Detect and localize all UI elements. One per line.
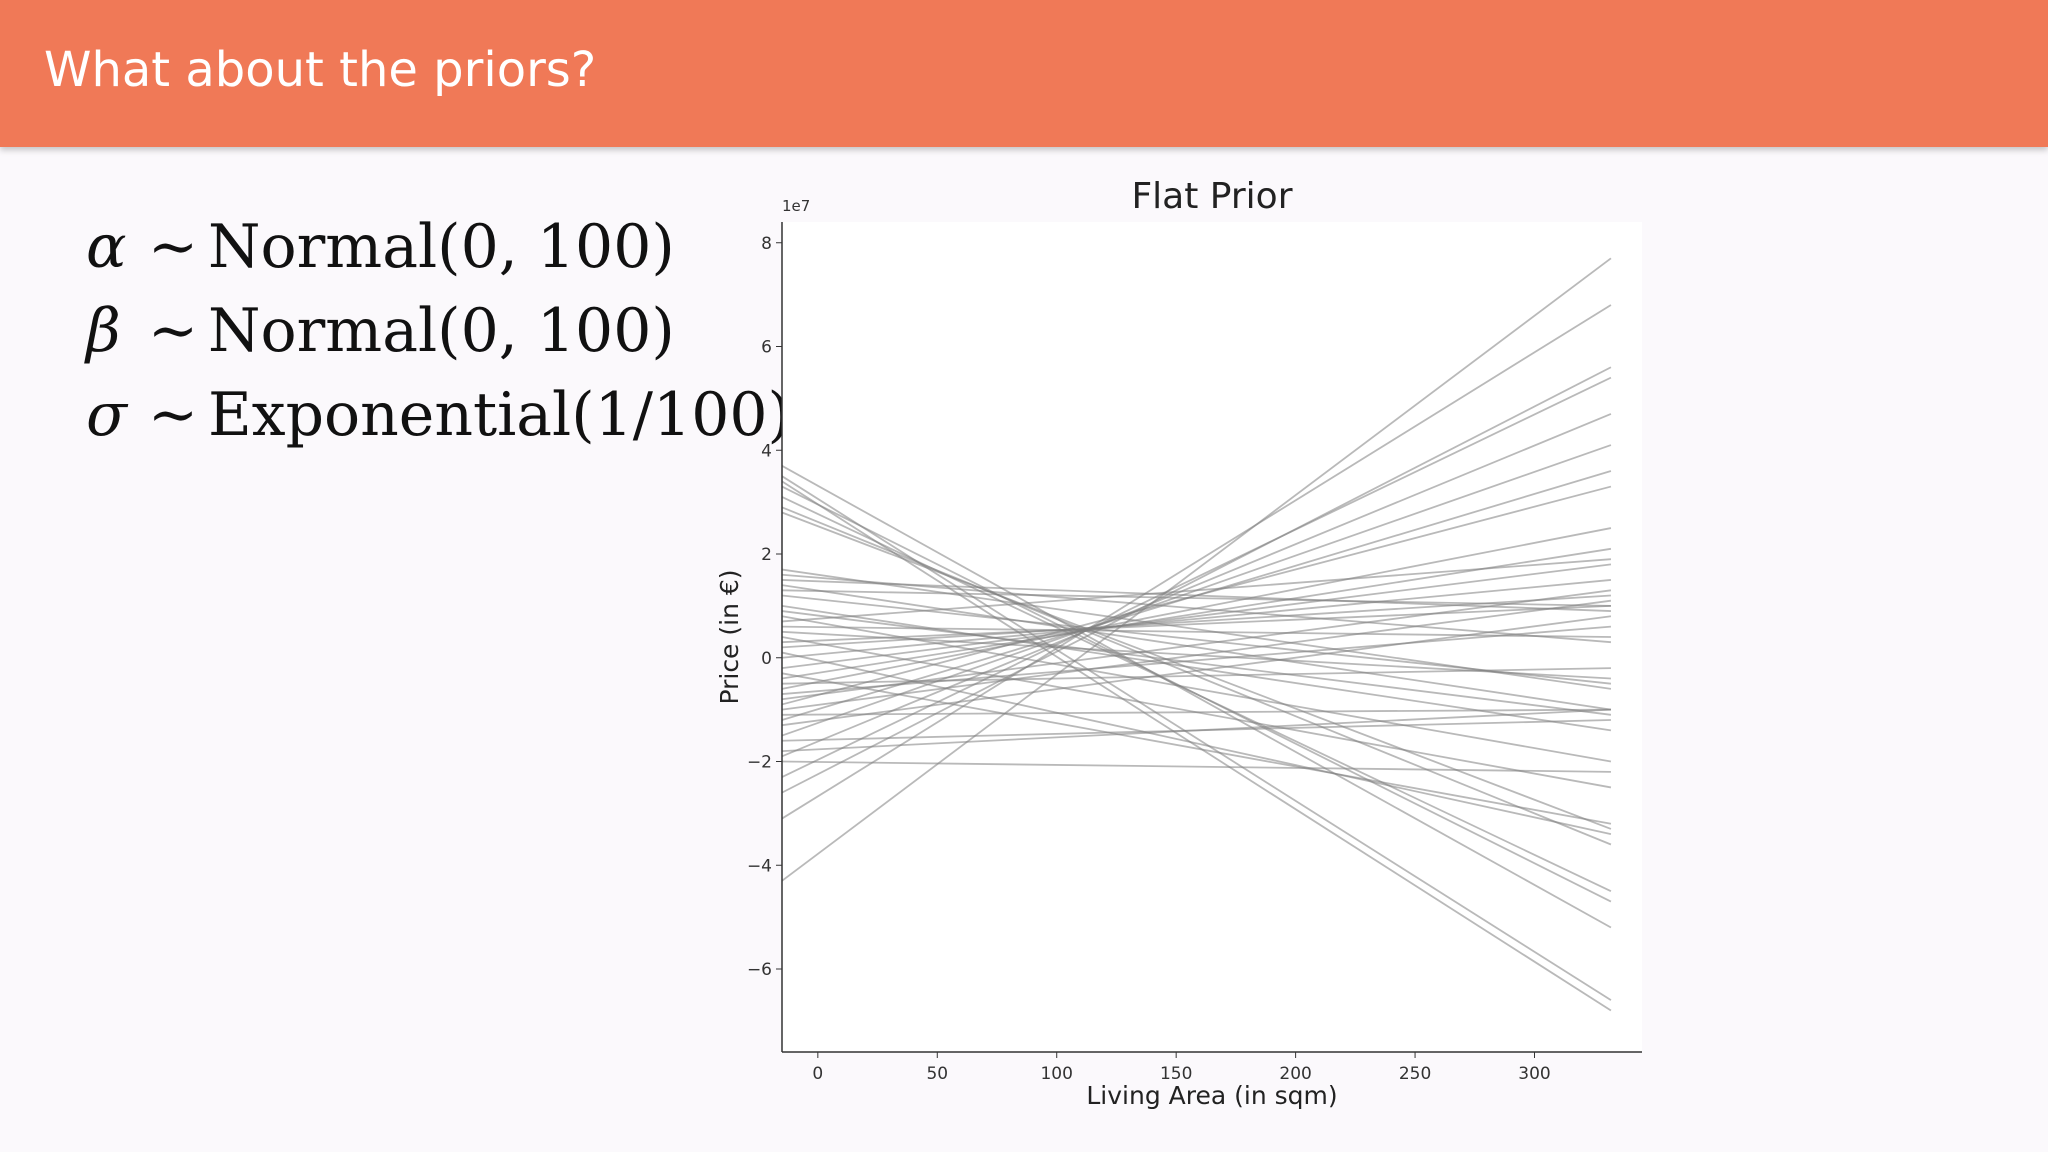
plot-area bbox=[782, 222, 1642, 1052]
prior-line bbox=[781, 584, 1612, 711]
prior-line bbox=[781, 257, 1612, 882]
prior-line bbox=[781, 376, 1612, 778]
prior-line bbox=[781, 589, 1612, 701]
prior-line bbox=[781, 589, 1611, 607]
y-tick-label: 0 bbox=[761, 649, 772, 669]
y-axis-label: Price (in €) bbox=[715, 569, 744, 704]
formula-tilde: ∼ bbox=[147, 296, 199, 366]
prior-line bbox=[781, 615, 1612, 763]
formula-sigma: σ ∼ Exponential(1/100) bbox=[86, 373, 791, 457]
prior-line bbox=[781, 475, 1612, 1001]
prior-line bbox=[781, 651, 1612, 836]
y-tick-label: −2 bbox=[747, 753, 772, 773]
prior-line bbox=[781, 672, 1612, 825]
prior-line bbox=[781, 465, 1612, 929]
prior-line bbox=[781, 760, 1611, 773]
prior-line bbox=[781, 604, 1611, 644]
slide-title: What about the priors? bbox=[44, 42, 597, 98]
x-tick-label: 100 bbox=[1040, 1064, 1072, 1084]
y-tick-label: 2 bbox=[761, 545, 772, 565]
formula-tilde: ∼ bbox=[147, 212, 199, 282]
x-axis-label: Living Area (in sqm) bbox=[1086, 1081, 1337, 1110]
y-ticks: 8 6 4 2 0 −2 −4 −6 bbox=[747, 234, 782, 980]
prior-line bbox=[781, 304, 1612, 820]
prior-line bbox=[781, 511, 1612, 830]
x-tick-label: 200 bbox=[1279, 1064, 1311, 1084]
y-tick-label: 8 bbox=[761, 234, 772, 254]
y-tick-label: −6 bbox=[747, 960, 772, 980]
prior-line bbox=[781, 579, 1612, 659]
formula-expression: Exponential(1/100) bbox=[208, 380, 791, 450]
flat-prior-chart: 0 50 100 150 200 250 300 8 6 4 2 0 −2 −4 −6 Flat Prio… bbox=[715, 176, 1642, 1110]
y-tick-label: 6 bbox=[761, 338, 772, 358]
formula-symbol: σ bbox=[86, 380, 127, 450]
x-tick-label: 150 bbox=[1160, 1064, 1192, 1084]
x-tick-label: 0 bbox=[812, 1064, 823, 1084]
x-tick-label: 50 bbox=[926, 1064, 948, 1084]
prior-formulas: α ∼ Normal(0, 100) β ∼ Normal(0, 100) σ ∼ Expo… bbox=[86, 205, 791, 457]
y-scale-label: 1e7 bbox=[782, 197, 810, 215]
x-ticks: 0 50 100 150 200 250 300 bbox=[812, 1052, 1551, 1084]
x-tick-label: 250 bbox=[1399, 1064, 1431, 1084]
prior-line bbox=[781, 563, 1612, 670]
y-tick-label: −4 bbox=[747, 856, 772, 876]
prior-line bbox=[781, 366, 1612, 794]
formula-alpha: α ∼ Normal(0, 100) bbox=[86, 205, 791, 289]
prior-line bbox=[781, 604, 1612, 732]
prior-line bbox=[781, 480, 1612, 1012]
formula-beta: β ∼ Normal(0, 100) bbox=[86, 289, 791, 373]
formula-symbol: β bbox=[86, 296, 121, 366]
prior-line bbox=[781, 636, 1612, 789]
formula-tilde: ∼ bbox=[147, 380, 199, 450]
slide-header: What about the priors? bbox=[0, 0, 2048, 147]
prior-line bbox=[781, 573, 1612, 644]
prior-line bbox=[781, 708, 1611, 753]
formula-symbol: α bbox=[86, 212, 127, 282]
formula-expression: Normal(0, 100) bbox=[208, 296, 675, 366]
prior-line bbox=[781, 558, 1612, 623]
x-tick-label: 300 bbox=[1518, 1064, 1550, 1084]
y-tick-label: 4 bbox=[761, 441, 772, 461]
prior-lines bbox=[781, 257, 1612, 1012]
formula-expression: Normal(0, 100) bbox=[208, 212, 675, 282]
prior-line bbox=[781, 610, 1612, 716]
prior-line bbox=[781, 485, 1612, 903]
chart-title: Flat Prior bbox=[1131, 176, 1292, 217]
